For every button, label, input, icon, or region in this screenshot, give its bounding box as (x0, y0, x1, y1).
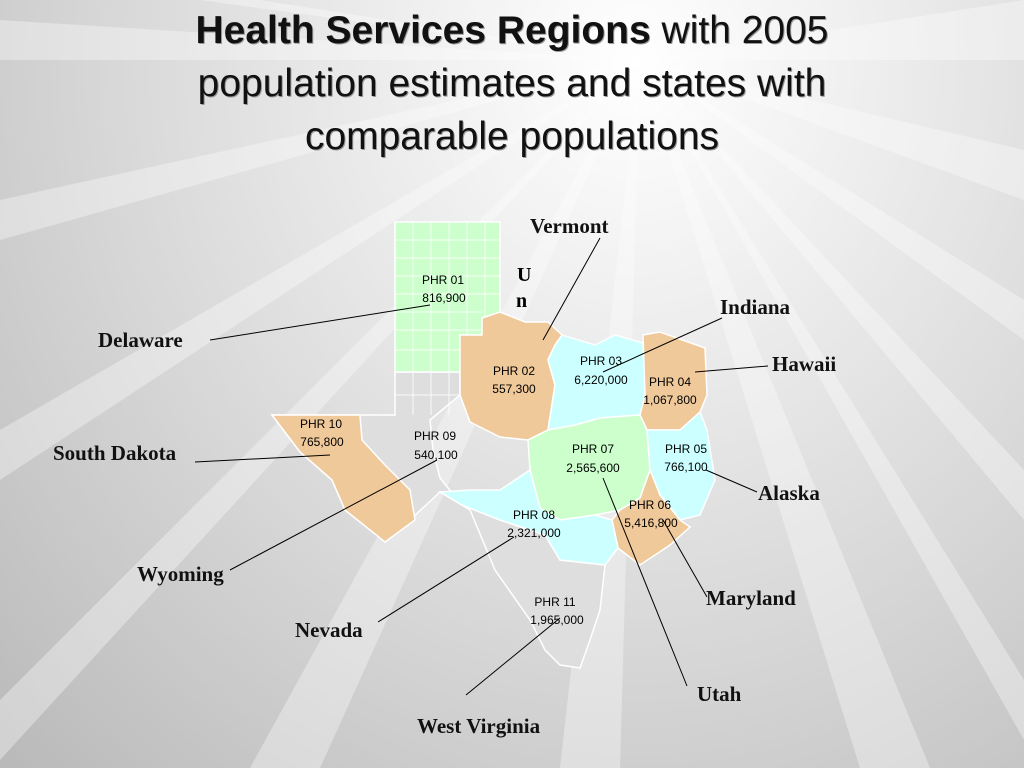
leader-utah (602, 477, 688, 687)
stray-mark-bottom: n (516, 290, 528, 312)
phr11-name: PHR 11 (534, 595, 575, 609)
phr04-population: 1,067,800 (643, 393, 697, 407)
state-label-indiana: Indiana (720, 295, 791, 319)
phr02-name: PHR 02 (493, 364, 535, 378)
state-label-utah: Utah (697, 682, 742, 706)
page-title: Health Services Regions with 2005 popula… (80, 4, 944, 163)
region-phr08-shape (437, 468, 619, 566)
state-label-hawaii: Hawaii (772, 352, 837, 376)
phr03-population: 6,220,000 (574, 373, 628, 387)
leader-hawaii (694, 365, 769, 373)
phr01-name: PHR 01 (422, 273, 464, 287)
leader-wyoming (229, 459, 438, 571)
state-label-nevada: Nevada (295, 618, 363, 642)
leader-delaware (209, 304, 431, 341)
leader-west-virginia (465, 617, 561, 696)
leader-lines (194, 237, 769, 696)
phr05-name: PHR 05 (665, 442, 707, 456)
state-label-wyoming: Wyoming (137, 562, 224, 586)
stray-mark-top: U (517, 264, 532, 286)
phr08-population: 2,321,000 (507, 526, 561, 540)
title-bold: Health Services Regions (195, 9, 651, 52)
leader-alaska (705, 469, 758, 493)
phr09-population: 540,100 (414, 448, 458, 462)
phr10-name: PHR 10 (300, 417, 342, 431)
phr07-name: PHR 07 (572, 442, 614, 456)
state-label-vermont: Vermont (530, 214, 609, 238)
leader-maryland (662, 519, 708, 598)
state-label-west-virginia: West Virginia (417, 714, 541, 738)
phr05-population: 766,100 (664, 460, 708, 474)
phr04-name: PHR 04 (649, 375, 691, 389)
title-line2: population estimates and states with (197, 62, 827, 105)
state-label-south-dakota: South Dakota (53, 441, 177, 465)
phr07-population: 2,565,600 (566, 461, 620, 475)
state-label-maryland: Maryland (706, 586, 796, 610)
phr08-name: PHR 08 (513, 508, 555, 522)
title-line3: comparable populations (304, 115, 720, 158)
county-grid (395, 222, 500, 415)
phr01-population: 816,900 (422, 291, 466, 305)
phr06-population: 5,416,800 (624, 516, 678, 530)
phr09-name: PHR 09 (414, 429, 456, 443)
phr06-name: PHR 06 (629, 498, 671, 512)
leader-nevada (377, 536, 515, 623)
leader-indiana (602, 317, 723, 373)
region-phr06-shape (611, 467, 692, 566)
phr02-population: 557,300 (492, 382, 536, 396)
state-label-delaware: Delaware (98, 328, 183, 352)
title-line1-rest: with 2005 (650, 9, 829, 52)
state-label-alaska: Alaska (758, 481, 820, 505)
leader-south-dakota (194, 454, 331, 463)
region-phr10-shape (270, 414, 416, 543)
phr03-name: PHR 03 (580, 354, 622, 368)
phr10-population: 765,800 (300, 435, 344, 449)
leader-vermont (542, 237, 601, 341)
